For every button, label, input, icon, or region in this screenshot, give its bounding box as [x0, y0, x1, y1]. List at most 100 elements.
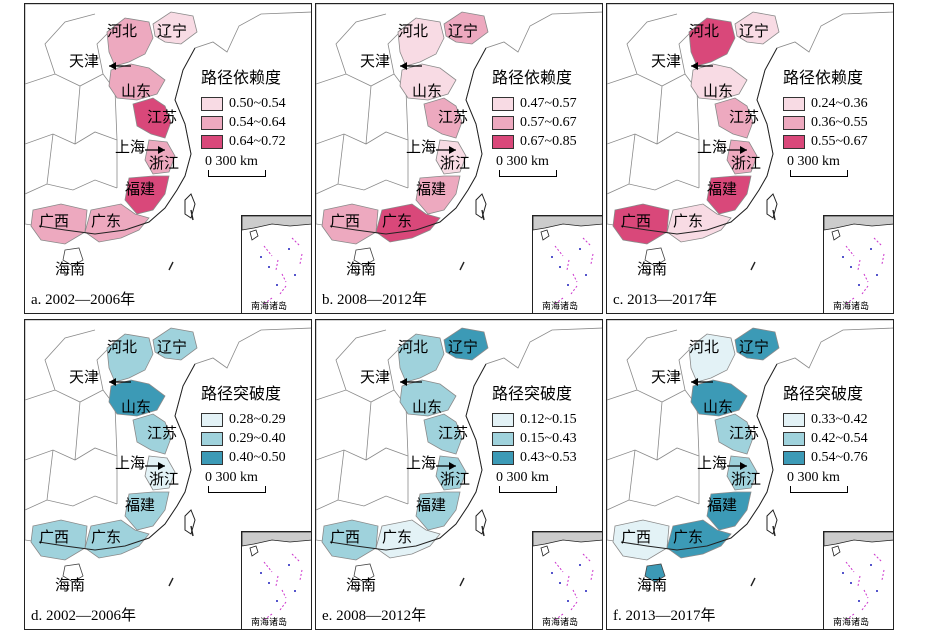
inset-islands — [842, 248, 878, 286]
scale-label: 0 300 km — [205, 470, 258, 485]
legend-rows: 0.33~0.42 0.42~0.54 0.54~0.76 — [783, 410, 868, 467]
scale-label: 0 300 km — [496, 154, 549, 169]
south-china-sea-inset: 南海诸岛 — [241, 215, 311, 313]
island-taiwan — [766, 509, 778, 535]
label-fujian: 福建 — [707, 496, 738, 514]
label-liaoning: 辽宁 — [157, 22, 188, 40]
province-fujian — [415, 491, 461, 531]
label-liaoning: 辽宁 — [157, 338, 188, 356]
south-china-sea-inset: 南海诸岛 — [241, 531, 311, 629]
panel-caption: d. 2002—2006年 — [31, 608, 137, 624]
legend-swatch — [783, 115, 805, 130]
label-fujian: 福建 — [416, 180, 447, 198]
legend-range: 0.67~0.85 — [520, 133, 577, 149]
province-hebei — [688, 333, 736, 383]
label-liaoning: 辽宁 — [448, 22, 479, 40]
panel-caption: f. 2013—2017年 — [613, 608, 716, 624]
legend-swatch — [201, 96, 223, 111]
legend-swatch — [783, 96, 805, 111]
province-map — [316, 320, 602, 587]
island-mark — [168, 261, 174, 271]
province-liaoning — [152, 327, 198, 361]
scale-bar: 0 300 km — [496, 470, 557, 493]
coastline — [620, 363, 778, 551]
province-jiangsu — [132, 97, 172, 139]
scale-label: 0 300 km — [787, 154, 840, 169]
label-tianjin: 天津 — [651, 52, 682, 70]
legend-rows: 0.12~0.15 0.15~0.43 0.43~0.53 — [492, 410, 577, 467]
province-fujian — [706, 491, 752, 531]
province-liaoning — [734, 11, 780, 45]
shanghai-arrowhead — [740, 462, 747, 470]
shanghai-arrowhead — [740, 146, 747, 154]
tianjin-arrowhead — [109, 62, 116, 70]
legend-range: 0.12~0.15 — [520, 411, 577, 427]
inland-borders — [316, 329, 409, 511]
legend-swatch — [201, 115, 223, 130]
province-guangxi — [612, 519, 670, 561]
province-liaoning — [443, 327, 489, 361]
scale-line — [499, 170, 557, 177]
legend-title: 路径突破度 — [201, 384, 282, 403]
label-tianjin: 天津 — [69, 368, 100, 386]
legend-item: 0.15~0.43 — [492, 429, 577, 448]
inset-label: 南海诸岛 — [833, 618, 870, 628]
label-tianjin: 天津 — [360, 368, 391, 386]
label-hebei: 河北 — [107, 338, 138, 356]
island-mark — [481, 525, 485, 537]
inset-map — [242, 216, 311, 305]
inset-hainan — [831, 545, 841, 557]
label-hainan: 海南 — [637, 576, 668, 594]
label-jiangsu: 江苏 — [438, 424, 469, 442]
province-hainan — [62, 563, 84, 583]
label-guangdong: 广东 — [91, 212, 122, 230]
shanghai-arrowhead — [449, 146, 456, 154]
legend-range: 0.29~0.40 — [229, 430, 286, 446]
panel-caption: b. 2008—2012年 — [322, 292, 428, 308]
legend-item: 0.12~0.15 — [492, 410, 577, 429]
inset-dashes — [554, 553, 594, 621]
province-jiangsu — [714, 413, 754, 455]
island-mark — [190, 209, 194, 221]
island-mark — [459, 577, 465, 587]
legend-swatch — [492, 431, 514, 446]
island-mark — [772, 209, 776, 221]
province-guangxi — [30, 519, 88, 561]
province-hainan — [353, 247, 375, 267]
label-jiangsu: 江苏 — [147, 424, 178, 442]
legend-item: 0.67~0.85 — [492, 132, 577, 151]
label-liaoning: 辽宁 — [739, 338, 770, 356]
label-zhejiang: 浙江 — [149, 470, 180, 488]
panel-caption: c. 2013—2017年 — [613, 292, 718, 308]
label-guangxi: 广西 — [39, 212, 70, 230]
province-jiangsu — [714, 97, 754, 139]
label-shandong: 山东 — [412, 398, 443, 416]
legend-swatch — [492, 134, 514, 149]
province-guangdong — [666, 203, 732, 243]
province-shandong — [690, 63, 748, 101]
province-shandong — [108, 379, 166, 417]
province-fujian — [415, 175, 461, 215]
legend-swatch — [783, 450, 805, 465]
inset-islands — [842, 564, 878, 602]
label-guangxi: 广西 — [330, 528, 361, 546]
province-hebei — [397, 333, 445, 383]
map-panel-e: 河北 辽宁 天津 山东 江苏 上海 浙江 福建 广西 广东 海南 路径突破度 0… — [315, 319, 603, 630]
label-guangxi: 广西 — [621, 212, 652, 230]
island-mark — [168, 577, 174, 587]
province-zhejiang — [726, 455, 758, 491]
inset-coast-fill — [533, 216, 602, 231]
map-panel-f: 河北 辽宁 天津 山东 江苏 上海 浙江 福建 广西 广东 海南 路径突破度 0… — [606, 319, 894, 630]
panel-caption: e. 2008—2012年 — [322, 608, 427, 624]
shanghai-arrowhead — [158, 462, 165, 470]
label-hainan: 海南 — [346, 576, 377, 594]
label-shanghai: 上海 — [697, 138, 728, 156]
scale-bar: 0 300 km — [205, 470, 266, 493]
inset-map — [824, 216, 893, 305]
scale-bar: 0 300 km — [787, 470, 848, 493]
tianjin-arrowhead — [400, 378, 407, 386]
legend-range: 0.50~0.54 — [229, 95, 286, 111]
label-zhejiang: 浙江 — [731, 154, 762, 172]
island-taiwan — [475, 509, 487, 535]
legend-swatch — [783, 431, 805, 446]
